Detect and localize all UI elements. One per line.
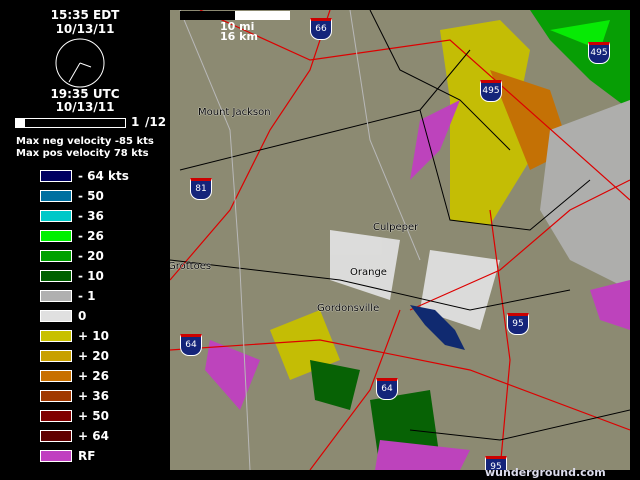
clock-icon (55, 38, 105, 88)
place-label: Orange (350, 267, 387, 278)
legend-item: + 50 (40, 409, 109, 423)
radar-overlay (170, 10, 630, 470)
legend-swatch (40, 290, 72, 302)
interstate-shield-icon: 81 (190, 178, 212, 200)
legend-swatch (40, 350, 72, 362)
legend-label: - 50 (78, 189, 104, 203)
legend-swatch (40, 210, 72, 222)
legend-label: + 20 (78, 349, 109, 363)
legend-swatch (40, 330, 72, 342)
legend-item: + 36 (40, 389, 109, 403)
interstate-shield-icon: 95 (485, 456, 507, 470)
legend-label: + 26 (78, 369, 109, 383)
legend-item: - 36 (40, 209, 104, 223)
legend-swatch (40, 250, 72, 262)
legend-swatch (40, 230, 72, 242)
max-pos-velocity: Max pos velocity 78 kts (16, 148, 149, 159)
utc-time: 19:35 UTC (50, 87, 120, 101)
legend-label: - 26 (78, 229, 104, 243)
legend-item: - 20 (40, 249, 104, 263)
frame-total: /12 (145, 115, 167, 129)
interstate-shield-icon: 64 (180, 334, 202, 356)
scale-km: 16 km (220, 30, 258, 43)
legend-item: - 26 (40, 229, 104, 243)
legend-label: 0 (78, 309, 87, 323)
interstate-shield-icon: 64 (376, 378, 398, 400)
legend-item: + 10 (40, 329, 109, 343)
legend-swatch (40, 270, 72, 282)
local-date: 10/13/11 (55, 22, 115, 36)
legend-swatch (40, 450, 72, 462)
legend-item: + 26 (40, 369, 109, 383)
legend-item: - 50 (40, 189, 104, 203)
legend-item: - 64 kts (40, 169, 129, 183)
legend-item: - 1 (40, 289, 96, 303)
legend-item: + 20 (40, 349, 109, 363)
place-label: Mount Jackson (198, 107, 271, 118)
wunderground-logo: wunderground.com (485, 466, 606, 479)
legend-swatch (40, 190, 72, 202)
legend-swatch (40, 310, 72, 322)
legend-label: - 36 (78, 209, 104, 223)
place-label: Grottoes (170, 261, 212, 272)
info-panel: 15:35 EDT 10/13/11 19:35 UTC 10/13/11 1 … (0, 0, 170, 480)
legend-swatch (40, 430, 72, 442)
frame-progress[interactable] (15, 118, 126, 128)
interstate-shield-icon: 95 (507, 313, 529, 335)
radar-map[interactable]: 10 mi 16 km Mount Jackson Culpeper Orang… (170, 10, 630, 470)
place-label: Gordonsville (317, 303, 380, 314)
legend-label: + 64 (78, 429, 109, 443)
legend-swatch (40, 410, 72, 422)
legend-label: + 36 (78, 389, 109, 403)
interstate-shield-icon: 495 (480, 80, 502, 102)
legend-label: + 50 (78, 409, 109, 423)
legend-swatch (40, 390, 72, 402)
legend-swatch (40, 170, 72, 182)
legend-item: RF (40, 449, 96, 463)
interstate-shield-icon: 495 (588, 42, 610, 64)
legend-label: RF (78, 449, 96, 463)
legend-item: - 10 (40, 269, 104, 283)
frame-current: 1 (131, 115, 140, 129)
max-neg-velocity: Max neg velocity -85 kts (16, 136, 154, 147)
legend-label: - 10 (78, 269, 104, 283)
local-time: 15:35 EDT (50, 8, 120, 22)
place-label: Culpeper (373, 222, 419, 233)
scale-mi: 10 mi (220, 20, 255, 33)
legend-label: - 64 kts (78, 169, 129, 183)
legend-swatch (40, 370, 72, 382)
legend-label: - 1 (78, 289, 96, 303)
interstate-shield-icon: 66 (310, 18, 332, 40)
legend-item: + 64 (40, 429, 109, 443)
legend-item: 0 (40, 309, 87, 323)
legend-label: - 20 (78, 249, 104, 263)
utc-date: 10/13/11 (55, 100, 115, 114)
legend-label: + 10 (78, 329, 109, 343)
